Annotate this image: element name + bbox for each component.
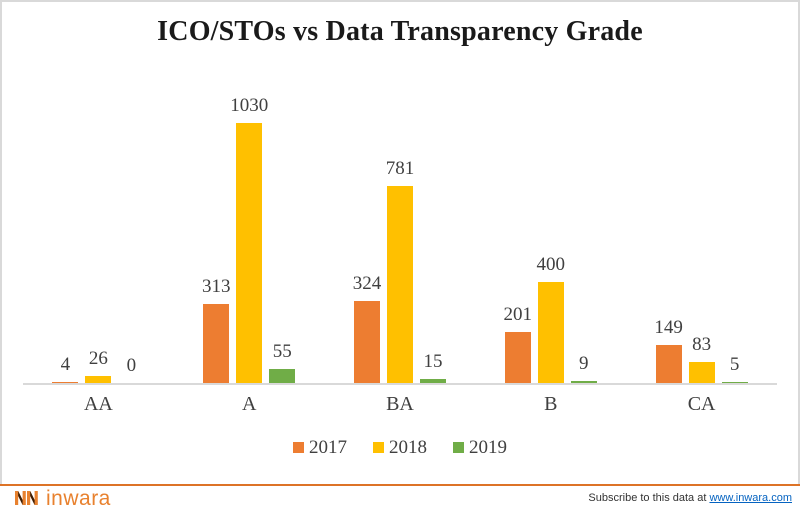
- footer-divider: [0, 484, 800, 486]
- bar-2018-A: 1030: [230, 96, 268, 383]
- bar-value-label-2017-A: 313: [201, 276, 231, 297]
- bar-value-label-2019-B: 9: [579, 352, 589, 374]
- bars-AA: 4 26 0: [52, 123, 144, 383]
- legend-item-2018: 2018: [373, 438, 427, 457]
- category-label-A: A: [241, 393, 257, 415]
- legend-swatch-2017: [293, 442, 304, 453]
- category-group-AA: 4 26 0 AA: [23, 123, 174, 423]
- category-group-BA: 324 781 15 BA: [325, 123, 476, 423]
- bar-2019-A: 55: [269, 342, 296, 383]
- bar-2017-CA: 149: [654, 318, 683, 383]
- bar-value-label-2017-AA: 4: [60, 353, 71, 375]
- inwara-logo-text: inwara: [46, 486, 111, 510]
- legend-label-2017: 2017: [309, 437, 347, 458]
- chart-panel: ICO/STOs vs Data Transparency Grade 4 26 0…: [0, 0, 800, 484]
- footer: inwara Subscribe to this data at www.inw…: [0, 486, 800, 514]
- bar-value-label-2019-A: 55: [272, 341, 292, 363]
- bar-2017-B: 201: [504, 305, 532, 383]
- category-label-CA: CA: [687, 393, 716, 415]
- bars-CA: 149 83 5: [654, 123, 748, 383]
- bar-2019-BA: 15: [419, 352, 446, 383]
- subscribe-prefix: Subscribe to this data at: [588, 492, 707, 504]
- inwara-logo-icon: [15, 491, 38, 505]
- legend-label-2019: 2019: [469, 437, 507, 458]
- bar-value-label-2019-BA: 15: [423, 351, 443, 373]
- bars-A: 313 1030 55: [202, 96, 296, 383]
- bar-groups: 4 26 0 AA 313 1030 55 A 324 781 15 BA 201 400 9 B 149 83 5…: [23, 96, 777, 423]
- bar-value-label-2017-BA: 324: [352, 273, 382, 295]
- category-label-AA: AA: [83, 393, 113, 415]
- category-group-B: 201 400 9 B: [475, 123, 626, 423]
- bars-BA: 324 781 15: [353, 123, 446, 383]
- bar-value-label-2018-B: 400: [536, 254, 566, 276]
- category-group-CA: 149 83 5 CA: [626, 123, 777, 423]
- bar-2018-CA: 83: [688, 335, 715, 383]
- bar-2018-AA: 26: [85, 349, 112, 383]
- subscribe-text: Subscribe to this data at www.inwara.com: [588, 492, 792, 504]
- category-group-A: 313 1030 55 A: [174, 96, 325, 423]
- category-label-BA: BA: [386, 393, 414, 415]
- bar-2019-CA: 5: [721, 355, 748, 383]
- legend-label-2018: 2018: [389, 437, 427, 458]
- x-axis-line: [23, 383, 777, 385]
- legend-swatch-2019: [453, 442, 464, 453]
- bar-value-label-2019-AA: 0: [126, 355, 137, 376]
- bar-2017-A: 313: [202, 277, 230, 383]
- bar-value-label-2018-A: 1030: [230, 95, 269, 116]
- category-label-B: B: [544, 393, 558, 415]
- legend-swatch-2018: [373, 442, 384, 453]
- legend: 2017 2018 2019: [2, 438, 798, 457]
- inwara-link[interactable]: www.inwara.com: [709, 492, 792, 504]
- bars-B: 201 400 9: [504, 123, 597, 383]
- bar-2017-BA: 324: [353, 274, 381, 383]
- bar-value-label-2017-B: 201: [503, 304, 533, 326]
- bar-2017-AA: 4: [52, 355, 79, 383]
- bar-value-label-2017-CA: 149: [654, 317, 683, 339]
- bar-value-label-2018-AA: 26: [88, 348, 108, 370]
- bar-value-label-2018-BA: 781: [385, 157, 415, 179]
- chart-title: ICO/STOs vs Data Transparency Grade: [157, 16, 643, 47]
- bar-value-label-2018-CA: 83: [692, 334, 712, 356]
- bar-value-label-2019-CA: 5: [729, 353, 740, 375]
- plot-area: 4 26 0 AA 313 1030 55 A 324 781 15 BA 201 400 9 B 149 83 5…: [23, 96, 777, 423]
- bar-2019-B: 9: [570, 354, 597, 383]
- bar-2018-B: 400: [537, 255, 565, 383]
- bar-2018-BA: 781: [386, 159, 414, 383]
- legend-item-2017: 2017: [293, 438, 347, 457]
- inwara-logo: inwara: [14, 488, 111, 509]
- legend-item-2019: 2019: [453, 438, 507, 457]
